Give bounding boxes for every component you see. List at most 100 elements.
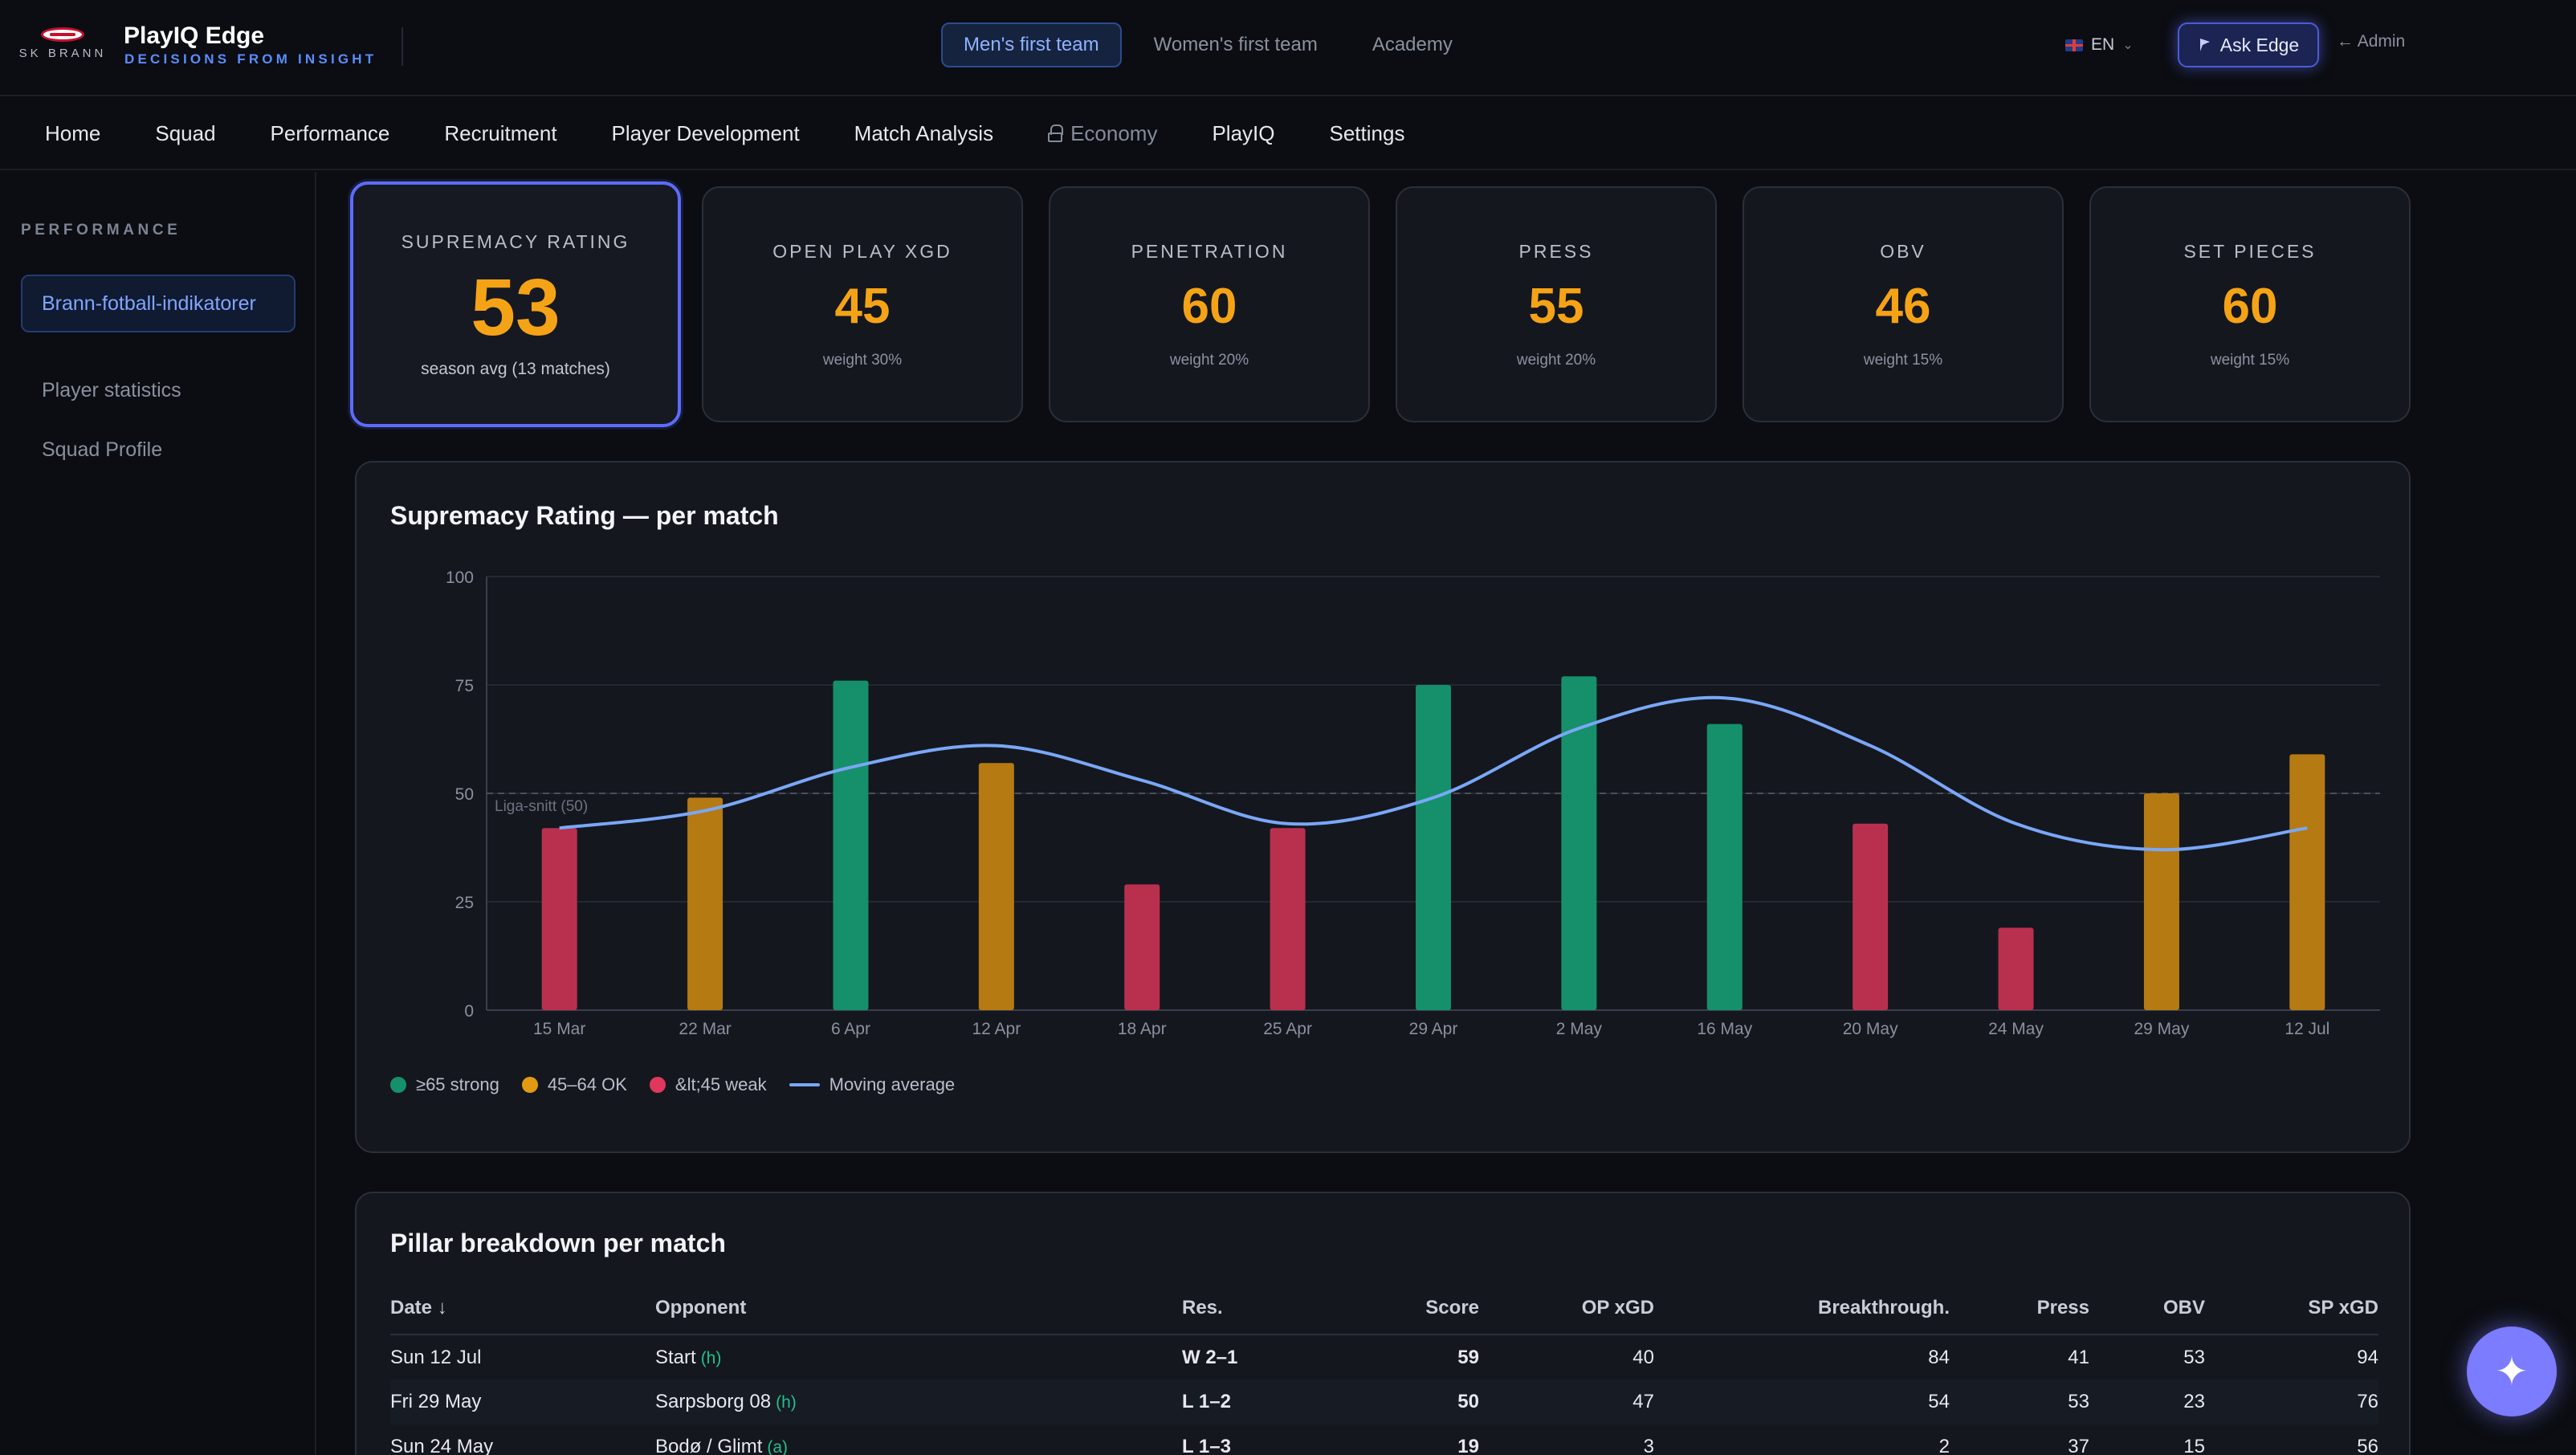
bar	[978, 763, 1014, 1010]
tab-mens-first-team[interactable]: Men's first team	[941, 22, 1122, 67]
assistant-sparkle-button[interactable]: ✦	[2467, 1327, 2557, 1416]
legend-ok-label: 45–64 OK	[547, 1074, 627, 1094]
app-tagline: DECISIONS FROM INSIGHT	[124, 51, 377, 67]
kpi-sub: weight 20%	[1169, 352, 1249, 369]
bar	[687, 797, 723, 1010]
col-op-xgd[interactable]: OP xGD	[1479, 1282, 1654, 1335]
bar	[1998, 927, 2034, 1010]
col-obv[interactable]: OBV	[2089, 1282, 2205, 1335]
col-score[interactable]: Score	[1327, 1282, 1479, 1335]
legend-strong-swatch	[390, 1077, 406, 1093]
y-tick-label: 100	[446, 569, 474, 587]
cell-op-xgd: 40	[1632, 1346, 1654, 1368]
x-tick-label: 15 Mar	[533, 1020, 585, 1038]
cell-breakthrough: 2	[1938, 1436, 1950, 1455]
kpi-label: SUPREMACY RATING	[401, 231, 630, 252]
legend-weak-label: &lt;45 weak	[675, 1074, 767, 1094]
x-tick-label: 20 May	[1843, 1020, 1898, 1038]
cell-result: L 1–2	[1182, 1380, 1327, 1424]
nav-performance[interactable]: Performance	[270, 120, 390, 145]
nav-economy[interactable]: Economy	[1048, 121, 1157, 146]
cell-obv: 23	[2089, 1380, 2205, 1424]
cell-op-xgd: 47	[1479, 1380, 1654, 1424]
pin-icon	[2199, 39, 2210, 51]
cell-opponent: Start (h)	[655, 1335, 1182, 1380]
kpi-label: OBV	[1880, 241, 1926, 262]
admin-link[interactable]: ← Admin	[2337, 32, 2405, 51]
x-tick-label: 24 May	[1988, 1020, 2044, 1038]
kpi-press[interactable]: PRESS 55 weight 20%	[1396, 186, 1717, 422]
lock-icon	[1048, 124, 1064, 142]
language-selector[interactable]: EN ⌄	[2065, 31, 2134, 59]
kpi-label: PRESS	[1518, 241, 1594, 262]
ask-edge-label: Ask Edge	[2219, 34, 2300, 55]
venue-tag: (a)	[767, 1438, 789, 1455]
ask-edge-button[interactable]: Ask Edge	[2178, 22, 2319, 67]
admin-label: Admin	[2357, 32, 2406, 51]
nav-economy-label: Economy	[1070, 120, 1158, 145]
cell-opponent: Bodø / Glimt (a)	[655, 1424, 1182, 1455]
nav-settings[interactable]: Settings	[1329, 120, 1405, 145]
club-logo[interactable]: SK BRANN	[19, 27, 104, 63]
nav-home[interactable]: Home	[45, 120, 101, 145]
nav-match-analysis[interactable]: Match Analysis	[854, 120, 994, 145]
cell-result: L 1–3	[1182, 1436, 1231, 1455]
cell-op-xgd: 3	[1643, 1436, 1654, 1455]
bar	[1270, 828, 1306, 1010]
y-tick-label: 75	[455, 677, 474, 695]
col-sp-xgd[interactable]: SP xGD	[2205, 1282, 2378, 1335]
bar	[2143, 793, 2179, 1010]
sidebar-item-player-statistics[interactable]: Player statistics	[42, 379, 181, 401]
reference-line-label: Liga-snitt (50)	[495, 798, 588, 815]
cell-result: W 2–1	[1182, 1346, 1238, 1368]
kpi-penetration[interactable]: PENETRATION 60 weight 20%	[1049, 186, 1370, 422]
cell-score: 19	[1457, 1436, 1479, 1455]
col-breakthrough[interactable]: Breakthrough.	[1654, 1282, 1950, 1335]
language-code: EN	[2091, 35, 2115, 54]
col-opponent[interactable]: Opponent	[655, 1282, 1182, 1335]
cell-obv: 53	[2183, 1346, 2205, 1368]
nav-recruitment[interactable]: Recruitment	[444, 120, 557, 145]
table-row[interactable]: Fri 29 May Sarpsborg 08 (h) L 1–2 50 47 5…	[390, 1380, 2378, 1424]
cell-sp-xgd: 94	[2357, 1346, 2378, 1368]
sidebar: PERFORMANCE Brann-fotball-indikatorer Pl…	[0, 172, 316, 1455]
x-tick-label: 25 Apr	[1263, 1020, 1312, 1038]
header-divider	[401, 27, 403, 66]
nav-squad[interactable]: Squad	[155, 120, 216, 145]
kpi-value: 55	[1528, 279, 1584, 334]
chart-title: Supremacy Rating — per match	[390, 501, 779, 530]
sidebar-item-squad-profile[interactable]: Squad Profile	[42, 438, 163, 461]
col-press[interactable]: Press	[1950, 1282, 2089, 1335]
bar	[1561, 676, 1597, 1010]
col-result[interactable]: Res.	[1182, 1282, 1327, 1335]
legend-ok-swatch	[521, 1077, 538, 1093]
nav-player-development[interactable]: Player Development	[611, 120, 800, 145]
kpi-obv[interactable]: OBV 46 weight 15%	[1742, 186, 2064, 422]
kpi-sub: weight 20%	[1516, 352, 1596, 369]
kpi-set-pieces[interactable]: SET PIECES 60 weight 15%	[2089, 186, 2411, 422]
sidebar-item-brann-indicators[interactable]: Brann-fotball-indikatorer	[21, 275, 296, 332]
col-date-sort[interactable]: Date ↓	[390, 1282, 655, 1335]
kpi-supremacy-rating[interactable]: SUPREMACY RATING 53 season avg (13 match…	[350, 181, 681, 427]
tab-academy[interactable]: Academy	[1372, 34, 1453, 55]
x-tick-label: 12 Apr	[972, 1020, 1021, 1038]
table-row[interactable]: Sun 12 Jul Start (h) W 2–1 59 40 84 41 53…	[390, 1335, 2378, 1380]
chart-legend: ≥65 strong 45–64 OK &lt;45 weak Moving a…	[390, 1074, 955, 1095]
cell-breakthrough: 54	[1654, 1380, 1950, 1424]
arrow-left-icon: ←	[2337, 32, 2354, 51]
legend-avg-swatch	[789, 1083, 820, 1086]
legend-weak: &lt;45 weak	[649, 1074, 767, 1095]
kpi-open-play-xgd[interactable]: OPEN PLAY XGD 45 weight 30%	[702, 186, 1023, 422]
opponent-name: Start	[655, 1346, 696, 1368]
bar	[1416, 685, 1451, 1010]
bar	[541, 828, 577, 1010]
legend-strong-label: ≥65 strong	[416, 1074, 499, 1094]
bar	[1124, 884, 1160, 1010]
bar	[2289, 754, 2325, 1010]
kpi-label: SET PIECES	[2183, 241, 2317, 262]
table-row[interactable]: Sun 24 May Bodø / Glimt (a) L 1–3 19 3 2 …	[390, 1424, 2378, 1455]
nav-playiq[interactable]: PlayIQ	[1212, 120, 1275, 145]
opponent-name: Sarpsborg 08	[655, 1391, 772, 1412]
y-tick-label: 50	[455, 785, 474, 804]
tab-womens-first-team[interactable]: Women's first team	[1153, 34, 1318, 55]
